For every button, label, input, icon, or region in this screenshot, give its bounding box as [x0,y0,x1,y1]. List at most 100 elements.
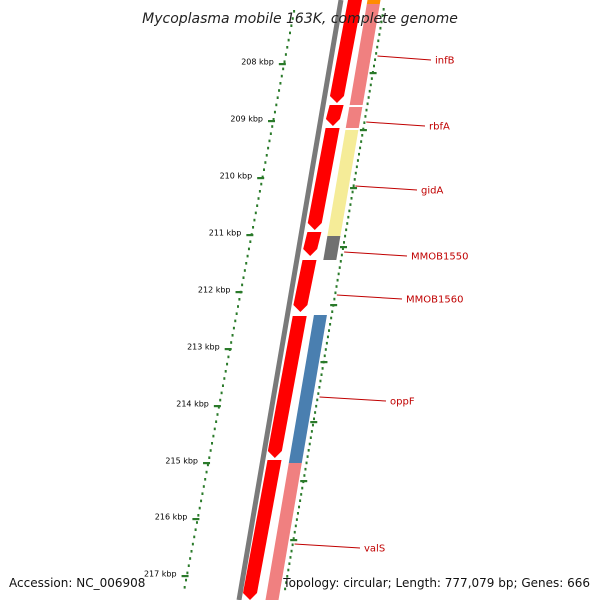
minor-tick [344,234,347,238]
major-tick [278,63,286,66]
major-tick [246,234,254,237]
major-tick [369,72,377,75]
minor-tick [334,291,337,295]
major-tick [203,462,211,465]
major-tick [224,348,232,351]
minor-tick [212,434,215,438]
minor-tick [191,542,194,546]
minor-tick [230,341,233,344]
minor-tick [272,118,275,121]
minor-tick [186,571,189,575]
forward-gene-arrow [307,128,340,230]
minor-tick [335,285,338,288]
minor-tick [354,171,357,175]
tick-label: 217 kbp [144,570,177,579]
minor-tick [350,197,353,200]
gene-label: valS [364,544,385,555]
major-tick [290,539,298,542]
gene-block-oppF [288,315,327,463]
minor-tick [375,52,378,55]
minor-tick [243,269,246,272]
major-tick [192,518,200,521]
minor-tick [307,449,310,452]
minor-tick [340,253,343,257]
minor-tick [208,456,211,459]
minor-tick [287,568,290,572]
minor-tick [300,493,303,496]
minor-tick [217,406,220,409]
minor-tick [291,543,294,547]
minor-tick [294,524,297,528]
minor-tick [245,262,248,265]
tick-layer: 208 kbp 209 kbp 210 kbp 211 kbp 212 kbp 213 k… [144,8,385,591]
minor-tick [264,161,267,164]
minor-tick [283,60,286,63]
minor-tick [320,373,323,376]
minor-tick [363,121,366,124]
forward-gene-arrow [243,460,282,600]
minor-tick [291,17,294,20]
major-tick [300,480,308,483]
minor-tick [193,535,196,539]
minor-tick [206,463,209,467]
minor-tick [267,146,270,150]
minor-tick [326,335,329,339]
minor-tick [301,486,304,490]
gene-label-layer: infB rbfA gidA MMOB1550 MMOB1560 oppF valS [294,56,468,555]
minor-tick [201,492,204,495]
minor-tick [238,298,241,301]
gene-label: MMOB1550 [411,252,468,263]
tick-label: 208 kbp [241,58,274,67]
minor-tick [286,575,289,578]
tick-label: 209 kbp [230,115,263,124]
backbone-layer [236,0,344,600]
minor-tick [269,132,272,135]
minor-tick [376,45,379,49]
minor-tick [263,168,266,171]
forward-gene-arrow [329,0,362,103]
minor-tick [303,474,306,477]
minor-tick [261,175,264,179]
minor-tick [325,341,328,345]
minor-tick [224,370,227,373]
tick-label: 214 kbp [176,400,209,409]
gene-label-leader [366,121,426,127]
minor-tick [232,326,235,330]
minor-tick [337,272,340,276]
tick-label: 216 kbp [155,513,188,522]
minor-tick [202,485,205,488]
minor-tick [209,449,212,452]
minor-tick [221,384,224,387]
minor-tick [319,379,322,383]
minor-tick [254,211,257,215]
minor-tick [241,283,244,287]
gene-label-leader [344,251,408,257]
minor-tick [356,159,359,162]
tick-label: 211 kbp [209,229,242,238]
minor-tick [360,140,363,143]
minor-tick [292,537,295,540]
minor-tick [365,108,368,112]
minor-tick [190,550,193,553]
minor-tick [336,278,339,282]
minor-tick [306,455,309,458]
minor-tick [313,417,316,421]
minor-tick [258,190,261,193]
minor-tick [339,260,342,263]
minor-tick [285,581,288,584]
minor-tick [293,10,296,13]
major-tick [340,246,348,249]
minor-tick [231,334,234,337]
gene-label: gidA [421,186,443,197]
minor-tick [330,316,333,320]
minor-tick [215,420,218,423]
minor-tick [355,165,358,169]
minor-tick [290,549,293,553]
minor-tick [331,310,334,313]
minor-tick [288,31,291,35]
minor-tick [338,266,341,269]
minor-tick [304,467,307,471]
minor-tick [237,305,240,308]
minor-tick [333,297,336,301]
minor-tick [351,190,354,194]
